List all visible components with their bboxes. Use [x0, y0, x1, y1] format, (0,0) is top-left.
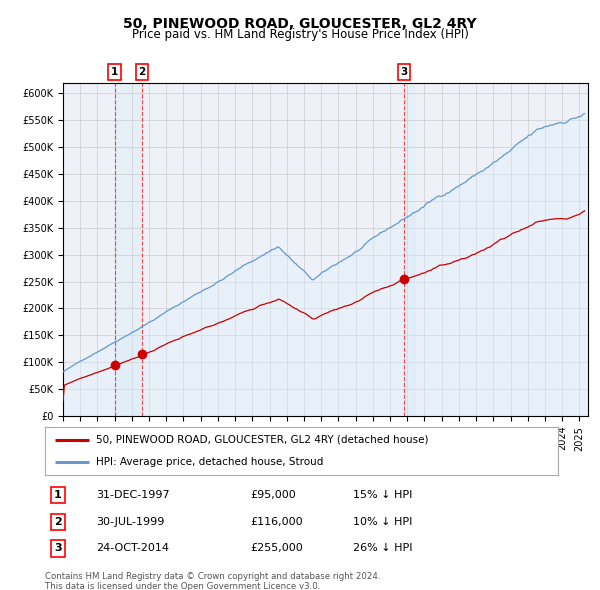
Text: Contains HM Land Registry data © Crown copyright and database right 2024.: Contains HM Land Registry data © Crown c… [45, 572, 380, 581]
Text: This data is licensed under the Open Government Licence v3.0.: This data is licensed under the Open Gov… [45, 582, 320, 590]
Text: 3: 3 [400, 67, 407, 77]
Text: 2: 2 [54, 517, 62, 527]
Text: £255,000: £255,000 [250, 543, 303, 553]
Text: 50, PINEWOOD ROAD, GLOUCESTER, GL2 4RY: 50, PINEWOOD ROAD, GLOUCESTER, GL2 4RY [123, 17, 477, 31]
Text: 31-DEC-1997: 31-DEC-1997 [97, 490, 170, 500]
Text: 50, PINEWOOD ROAD, GLOUCESTER, GL2 4RY (detached house): 50, PINEWOOD ROAD, GLOUCESTER, GL2 4RY (… [97, 435, 429, 445]
Text: £116,000: £116,000 [250, 517, 303, 527]
Text: 30-JUL-1999: 30-JUL-1999 [97, 517, 164, 527]
Text: Price paid vs. HM Land Registry's House Price Index (HPI): Price paid vs. HM Land Registry's House … [131, 28, 469, 41]
Text: HPI: Average price, detached house, Stroud: HPI: Average price, detached house, Stro… [97, 457, 323, 467]
Text: 1: 1 [111, 67, 118, 77]
Text: 24-OCT-2014: 24-OCT-2014 [97, 543, 169, 553]
Text: 3: 3 [54, 543, 62, 553]
Bar [404, 83, 415, 416]
Text: 26% ↓ HPI: 26% ↓ HPI [353, 543, 412, 553]
Text: 10% ↓ HPI: 10% ↓ HPI [353, 517, 412, 527]
Text: 15% ↓ HPI: 15% ↓ HPI [353, 490, 412, 500]
Text: 2: 2 [138, 67, 145, 77]
Bar [115, 83, 142, 416]
Text: £95,000: £95,000 [250, 490, 296, 500]
Text: 1: 1 [54, 490, 62, 500]
